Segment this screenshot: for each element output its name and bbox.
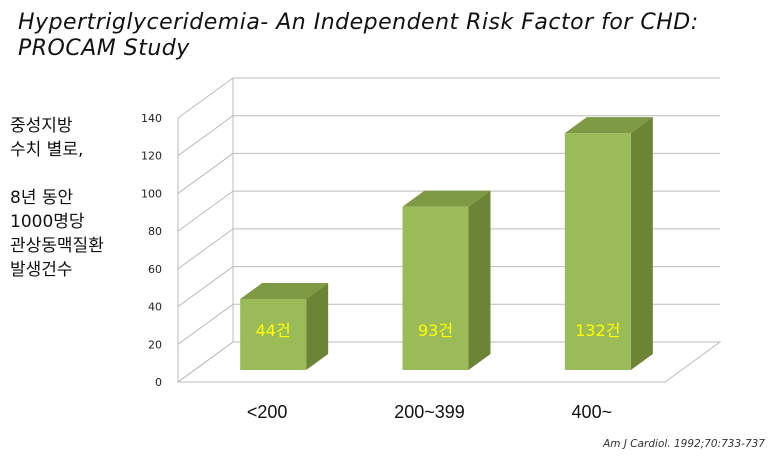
x-category-label: 400~ (572, 402, 613, 422)
citation: Am J Cardiol. 1992;70:733-737 (603, 438, 765, 450)
bar-top (240, 283, 329, 300)
bar-top (564, 117, 653, 134)
gridline (177, 115, 234, 157)
side-note-line: 1000명당 (10, 212, 85, 232)
bar-front (240, 299, 307, 370)
side-note-line: 관상동맥질환 (10, 236, 104, 256)
bar-side (306, 283, 329, 370)
gridline (177, 266, 234, 307)
y-axis-ticks: 0 20 40 60 80 100 120 140 (141, 112, 162, 389)
bar-data-label: 93건 (418, 321, 453, 340)
gridline (177, 153, 234, 194)
chart-title: Hypertriglyceridemia- An Independent Ris… (18, 10, 758, 62)
bar: 93건 (402, 190, 491, 370)
y-tick-label: 20 (148, 338, 162, 351)
y-tick-label: 80 (148, 225, 162, 238)
side-note-line: 수치 별로, (10, 140, 84, 160)
bar-front (564, 133, 631, 370)
gridline (177, 77, 234, 119)
y-tick-label: 140 (141, 112, 162, 125)
gridline (177, 190, 234, 232)
bar-side (468, 190, 491, 370)
side-note: 중성지방 수치 별로, 8년 동안 1000명당 관상동맥질환 발생건수 (10, 114, 150, 282)
side-note-line: 발생건수 (10, 260, 73, 280)
y-tick-label: 40 (148, 301, 162, 314)
side-note-line: 8년 동안 (10, 188, 74, 208)
bar-front (402, 206, 469, 370)
gridline (177, 228, 234, 270)
y-tick-label: 100 (141, 187, 162, 200)
x-category-label: 200~399 (394, 402, 465, 422)
bars: 44건 93건 132건 (240, 117, 653, 370)
gridline (177, 341, 234, 383)
bar-data-label: 44건 (256, 321, 291, 340)
bar: 132건 (564, 117, 653, 370)
x-category-label: <200 (247, 402, 288, 422)
bar-side (630, 117, 653, 370)
bar-data-label: 132건 (575, 321, 620, 340)
gridline (177, 303, 234, 345)
chart-title-line-2: PROCAM Study (18, 36, 190, 61)
bar-top (402, 190, 491, 207)
side-note-line: 중성지방 (10, 116, 73, 136)
chart-title-line-1: Hypertriglyceridemia- An Independent Ris… (18, 10, 699, 35)
y-tick-label: 120 (141, 150, 162, 163)
y-tick-label: 0 (155, 376, 162, 389)
x-axis-categories: <200 200~399 400~ (247, 402, 612, 422)
bar: 44건 (240, 283, 329, 370)
y-tick-label: 60 (148, 263, 162, 276)
